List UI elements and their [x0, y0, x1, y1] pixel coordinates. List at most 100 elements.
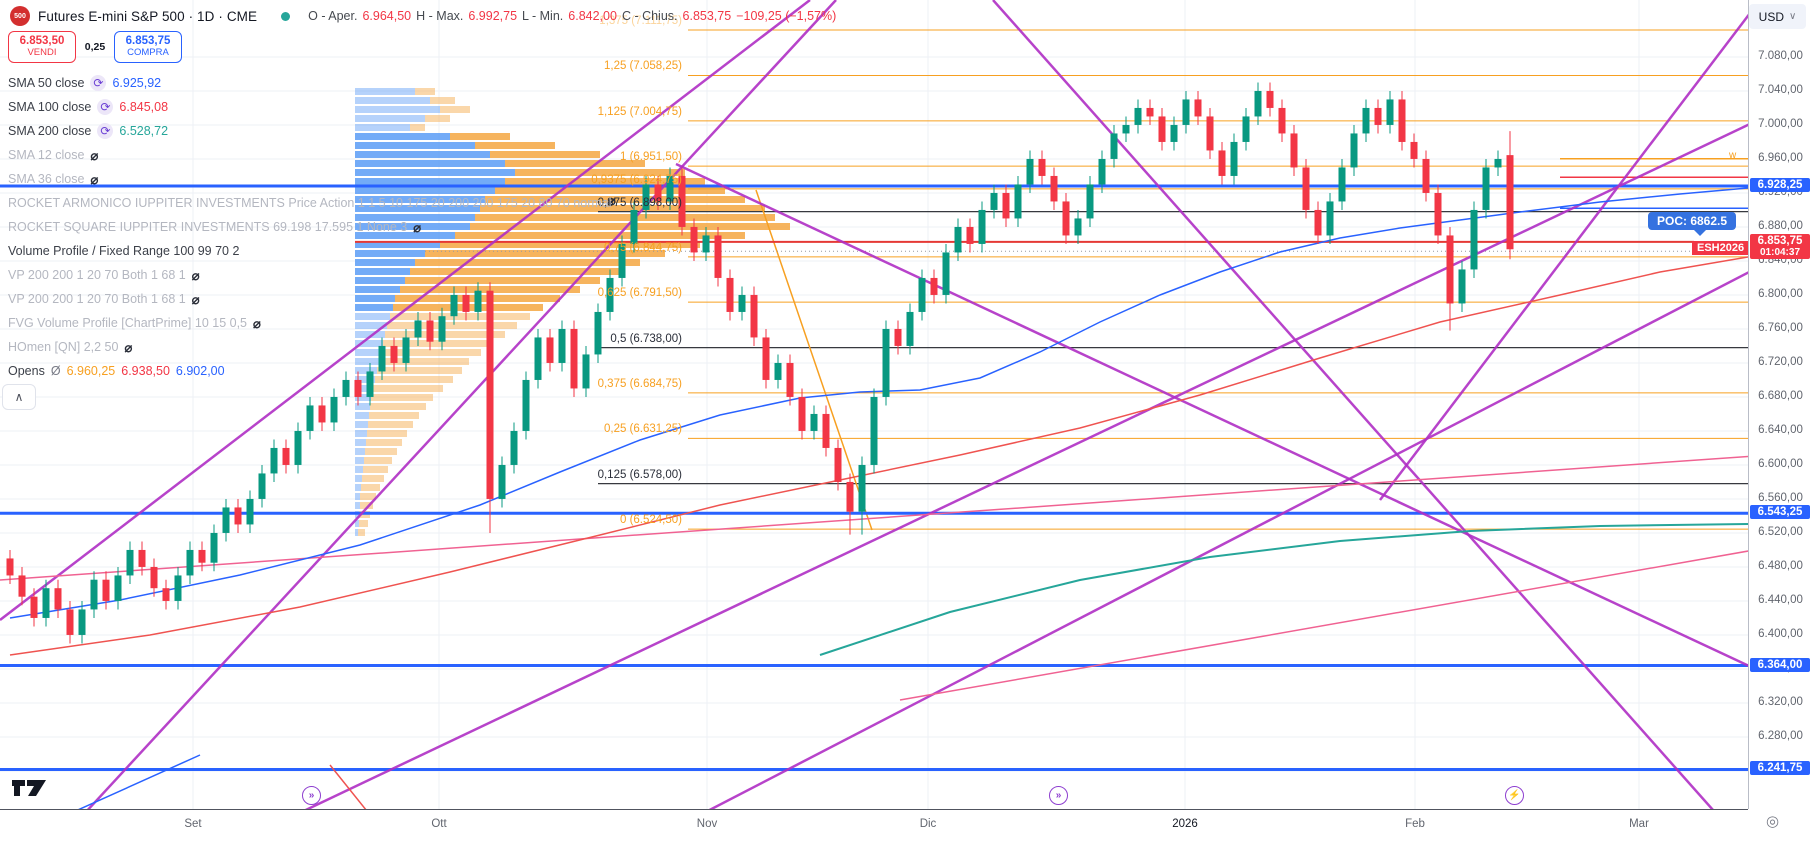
idea-marker-icon[interactable]: » [302, 786, 321, 805]
fib-level-label: 0,5 (6.738,00) [610, 332, 682, 345]
price-axis-label: 6.600,00 [1758, 457, 1803, 470]
legend-row[interactable]: ROCKET SQUARE IUPPITER INVESTMENTS 69.19… [8, 215, 612, 239]
idea-marker-icon[interactable]: » [1049, 786, 1068, 805]
legend-collapse-button[interactable]: ∧ [2, 384, 36, 410]
fib-level-label: 1,25 (7.058,25) [603, 60, 682, 73]
market-status-icon[interactable] [281, 11, 291, 21]
legend-row[interactable]: ROCKET ARMONICO IUPPITER INVESTMENTS Pri… [8, 191, 612, 215]
legend-label: SMA 100 close [8, 100, 92, 114]
high-value: 6.992,75 [468, 9, 518, 23]
legend-value: 6.902,00 [175, 364, 225, 378]
legend-label: ROCKET SQUARE IUPPITER INVESTMENTS 69.19… [8, 220, 408, 234]
price-badge: 6.364,00 [1750, 657, 1810, 672]
price-axis-label: 6.960,00 [1758, 151, 1803, 164]
eye-off-icon[interactable]: ⌀ [191, 291, 200, 307]
close-value: 6.853,75 [682, 9, 732, 23]
price-axis-label: 6.400,00 [1758, 627, 1803, 640]
legend-label: Volume Profile / Fixed Range 100 99 70 2 [8, 244, 240, 258]
buy-label: COMPRA [127, 47, 169, 59]
legend-label: SMA 36 close [8, 172, 85, 186]
legend-label: VP 200 200 1 20 70 Both 1 68 1 [8, 268, 186, 282]
chart-canvas[interactable] [0, 0, 1748, 809]
symbol-logo-icon: 500 [10, 6, 30, 26]
legend-row[interactable]: SMA 36 close ⌀ [8, 167, 612, 191]
eye-off-icon[interactable]: ⌀ [253, 315, 261, 331]
legend-row[interactable]: SMA 100 close ⟳ 6.845,08 [8, 95, 612, 119]
trade-panel: 6.853,50 VENDI 0,25 6.853,75 COMPRA [8, 31, 182, 63]
time-axis[interactable]: Set Ott Nov Dic 2026 Feb Mar [0, 809, 1748, 846]
price-badge: 6.543,25 [1750, 505, 1810, 520]
currency-selector[interactable]: USD ∨ [1749, 4, 1806, 29]
legend-label: Opens [8, 364, 45, 378]
eye-off-icon[interactable]: ⌀ [124, 339, 133, 355]
legend-value: 6.938,50 [121, 364, 170, 378]
legend-label: VP 200 200 1 20 70 Both 1 68 1 [8, 292, 186, 306]
sell-price: 6.853,50 [19, 35, 65, 48]
refresh-icon[interactable]: ⟳ [97, 123, 114, 139]
time-axis-label: Ott [431, 818, 447, 830]
price-axis-label: 6.800,00 [1758, 287, 1803, 300]
legend-row[interactable]: SMA 12 close ⌀ [8, 143, 612, 167]
symbol-title[interactable]: Futures E-mini S&P 500 · 1D · CME [38, 8, 258, 24]
price-axis-label: 7.040,00 [1758, 83, 1803, 96]
price-axis-label: 6.440,00 [1758, 593, 1803, 606]
legend-row[interactable]: SMA 50 close ⟳ 6.925,92 [8, 71, 612, 95]
price-axis-label: 6.520,00 [1758, 525, 1803, 538]
price-axis-label: 6.560,00 [1758, 491, 1803, 504]
refresh-icon[interactable]: ⟳ [90, 75, 107, 91]
legend-label: SMA 50 close [8, 76, 85, 90]
low-value: 6.842,00 [568, 9, 617, 23]
legend-row[interactable]: VP 200 200 1 20 70 Both 1 68 1 ⌀ [8, 287, 612, 311]
eye-off-icon[interactable]: ⌀ [608, 193, 616, 208]
eye-off-icon[interactable]: ⌀ [90, 171, 99, 187]
price-axis-label: 6.640,00 [1758, 423, 1803, 436]
legend-label: SMA 200 close [8, 124, 92, 138]
legend-row[interactable]: Volume Profile / Fixed Range 100 99 70 2 [8, 239, 612, 263]
tradingview-logo-icon[interactable] [12, 776, 52, 803]
indicator-legend: SMA 50 close ⟳ 6.925,92 SMA 100 close ⟳ 6.845… [8, 71, 612, 383]
price-scale-settings-icon[interactable]: ◎ [1766, 813, 1780, 830]
price-axis-label: 6.480,00 [1758, 559, 1803, 572]
legend-row[interactable]: VP 200 200 1 20 70 Both 1 68 1 ⌀ [8, 263, 612, 287]
buy-price: 6.853,75 [125, 35, 171, 48]
alert-marker-icon[interactable]: ⚡ [1505, 786, 1524, 805]
fib-level-label: 1,125 (7.004,75) [597, 105, 682, 118]
time-axis-label: Set [184, 818, 202, 830]
legend-value: 6.960,25 [66, 364, 116, 378]
time-axis-label: Dic [919, 818, 937, 830]
open-label: O - Aper. [308, 9, 358, 23]
legend-row[interactable]: SMA 200 close ⟳ 6.528,72 [8, 119, 612, 143]
price-axis-label: 6.880,00 [1758, 219, 1803, 232]
legend-row[interactable]: HOmen [QN] 2,2 50 ⌀ [8, 335, 612, 359]
legend-row[interactable]: FVG Volume Profile [ChartPrime] 10 15 0,… [8, 311, 612, 335]
eye-off-icon[interactable]: ⌀ [90, 147, 99, 163]
legend-value: 6.528,72 [119, 124, 169, 138]
eye-off-icon[interactable]: ⌀ [191, 267, 200, 283]
ohlc-row: O - Aper. 6.964,50 H - Max. 6.992,75 L - M… [308, 9, 836, 23]
weekly-open-marker: w [1729, 150, 1737, 161]
legend-row-opens[interactable]: Opens Ø 6.960,25 6.938,50 6.902,00 [8, 359, 612, 383]
price-axis-label: 6.280,00 [1758, 729, 1803, 742]
buy-button[interactable]: 6.853,75 COMPRA [114, 31, 182, 63]
fib-level-label: 0,75 (6.844,75) [603, 241, 682, 254]
time-axis-label: 2026 [1172, 818, 1198, 830]
price-axis-label: 6.320,00 [1758, 695, 1803, 708]
fib-level-label: 0,25 (6.631,25) [603, 423, 682, 436]
fib-level-label: 0,9375 (6.924,75) [591, 173, 682, 186]
price-axis-label: 6.720,00 [1758, 355, 1803, 368]
legend-value: 6.925,92 [112, 76, 162, 90]
price-axis-label: 7.080,00 [1758, 49, 1803, 62]
eye-off-icon[interactable]: ⌀ [413, 219, 422, 235]
legend-label: ROCKET ARMONICO IUPPITER INVESTMENTS Pri… [8, 196, 612, 210]
sell-button[interactable]: 6.853,50 VENDI [8, 31, 76, 63]
symbol-header: 500 Futures E-mini S&P 500 · 1D · CME O … [10, 6, 836, 26]
price-badge: 6.853,75 01:04:37 [1750, 234, 1810, 260]
contract-label: ESH2026 [1692, 241, 1750, 256]
poc-tooltip: POC: 6862.5 [1648, 212, 1737, 236]
legend-label: SMA 12 close [8, 148, 85, 162]
price-axis-label: 6.680,00 [1758, 389, 1803, 402]
legend-label: HOmen [QN] 2,2 50 [8, 340, 119, 354]
price-axis[interactable]: 7.080,00 7.040,00 7.000,00 6.960,00 6.920,00… [1748, 0, 1811, 809]
price-badge: 6.241,75 [1750, 761, 1810, 776]
refresh-icon[interactable]: ⟳ [97, 99, 114, 115]
